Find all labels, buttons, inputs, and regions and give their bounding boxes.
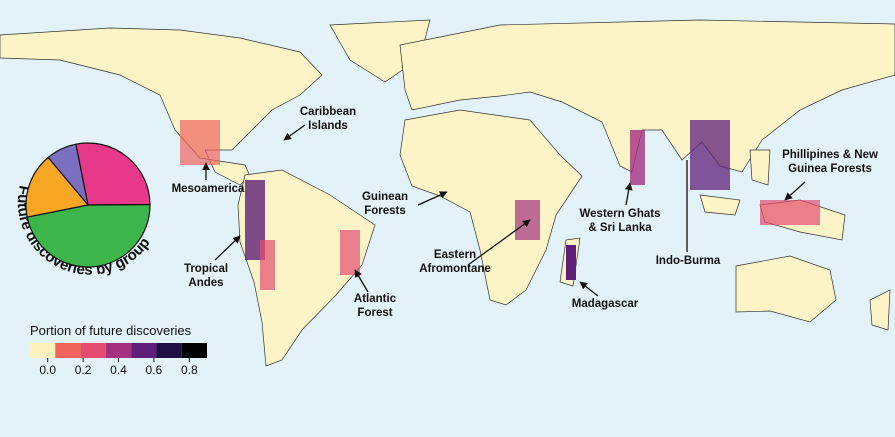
arrow — [784, 181, 806, 201]
label-line: Phillipines & New — [782, 149, 878, 161]
label-line: Western Ghats — [580, 208, 661, 220]
region-label: Phillipines & New Guinea Forests — [782, 149, 878, 175]
legend-swatch — [181, 343, 207, 358]
legend-tick-label: 0.6 — [146, 363, 163, 377]
arrow — [579, 281, 599, 297]
legend-swatch — [55, 343, 81, 358]
label-line: & Sri Lanka — [588, 222, 652, 234]
label-line: Afromontane — [419, 263, 491, 275]
legend-tick-label: 0.4 — [110, 363, 127, 377]
arrow — [417, 191, 448, 206]
arrow — [354, 269, 369, 293]
arrow — [624, 182, 633, 206]
region-label: Guinean Forests — [362, 191, 408, 217]
arrow — [214, 235, 241, 261]
label-line: Guinean — [362, 191, 408, 203]
label-line: Caribbean — [300, 106, 356, 118]
arrow — [283, 124, 306, 141]
pie-slice — [75, 142, 151, 206]
region-label: Indo-Burma — [656, 255, 721, 267]
legend-swatch — [131, 343, 157, 358]
land — [0, 19, 895, 367]
label-line: Forests — [364, 205, 406, 217]
legend-tick-label: 0.2 — [75, 363, 92, 377]
region-label: Eastern Afromontane — [419, 249, 491, 275]
label-line: Andes — [188, 277, 223, 289]
label-line: Eastern — [434, 249, 476, 261]
label-line: Indo-Burma — [656, 255, 721, 267]
label-line: Madagascar — [572, 298, 639, 310]
legend: Portion of future discoveries 0.0 0.2 0.4 0… — [30, 323, 207, 377]
legend-title: Portion of future discoveries — [30, 323, 192, 338]
legend-swatch — [80, 343, 106, 358]
region-label: Tropical Andes — [184, 263, 228, 289]
label-line: Forest — [357, 307, 392, 319]
region-label: Mesoamerica — [172, 183, 245, 195]
label-line: Tropical — [184, 263, 228, 275]
label-line: Mesoamerica — [172, 183, 245, 195]
region-label: Western Ghats & Sri Lanka — [580, 208, 661, 234]
legend-swatch — [30, 343, 56, 358]
region-labels: Caribbean Islands Mesoamerica Tropical And… — [172, 106, 878, 319]
legend-swatch — [156, 343, 182, 358]
label-line: Islands — [308, 120, 348, 132]
legend-tick-label: 0.8 — [181, 363, 198, 377]
pie-slice — [26, 203, 151, 268]
region-label: Madagascar — [572, 298, 639, 310]
label-line: Guinea Forests — [788, 163, 872, 175]
arrow — [467, 219, 531, 266]
legend-swatch — [105, 343, 132, 358]
legend-tick-label: 0.0 — [39, 363, 56, 377]
pie-slice — [25, 156, 90, 218]
label-line: Atlantic — [354, 293, 397, 305]
region-label: Atlantic Forest — [354, 293, 397, 319]
region-label: Caribbean Islands — [300, 106, 356, 132]
